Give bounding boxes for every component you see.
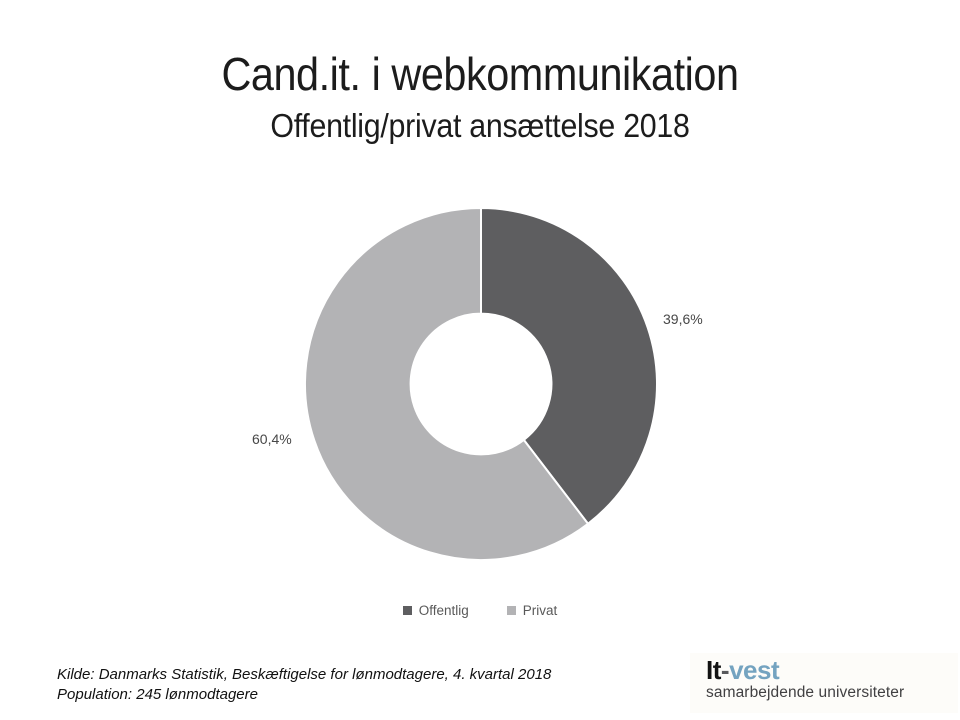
title-block: Cand.it. i webkommunikation Offentlig/pr…	[0, 46, 960, 146]
itvest-logo: It-vest samarbejdende universiteter	[690, 653, 958, 713]
logo-text-hyphen: -	[720, 655, 730, 685]
legend-label-privat: Privat	[522, 603, 558, 618]
donut-chart	[281, 184, 681, 584]
logo-text-vest: vest	[729, 655, 780, 685]
data-label-privat: 60,4%	[252, 431, 292, 447]
logo-tagline: samarbejdende universiteter	[706, 684, 905, 701]
itvest-logo-wordmark: It-vest	[706, 657, 958, 683]
logo-text-it: It	[706, 655, 721, 685]
legend-swatch-offentlig	[402, 606, 412, 615]
donut-slice-offentlig	[480, 207, 658, 525]
chart-legend: Offentlig Privat	[0, 603, 960, 618]
legend-item-privat: Privat	[506, 603, 558, 618]
legend-item-offentlig: Offentlig	[402, 603, 469, 618]
legend-label-offentlig: Offentlig	[418, 603, 469, 618]
source-note: Kilde: Danmarks Statistik, Beskæftigelse…	[57, 665, 551, 704]
chart-title: Cand.it. i webkommunikation	[221, 48, 739, 100]
data-label-offentlig: 39,6%	[663, 311, 703, 327]
donut-slice-privat	[304, 207, 589, 561]
legend-swatch-privat	[506, 606, 516, 615]
source-line-2: Population: 245 lønmodtagere	[57, 685, 258, 703]
source-line-1: Kilde: Danmarks Statistik, Beskæftigelse…	[57, 666, 552, 683]
chart-subtitle: Offentlig/privat ansættelse 2018	[270, 107, 690, 145]
donut-chart-svg	[304, 207, 658, 561]
